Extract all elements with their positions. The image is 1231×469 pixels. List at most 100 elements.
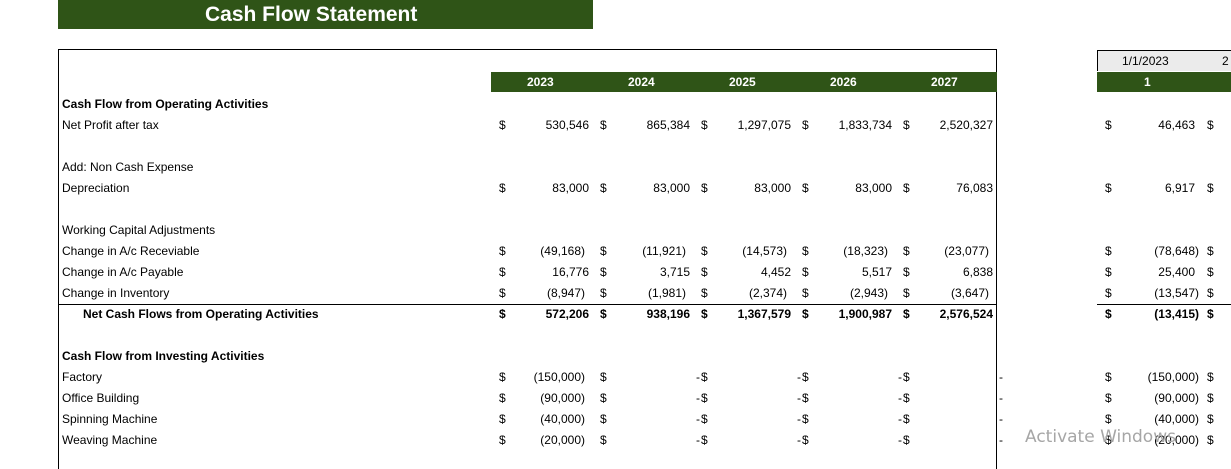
year-2023: 2023: [527, 75, 554, 89]
value-cell-2024[interactable]: -: [696, 412, 700, 426]
value-cell-2026[interactable]: (2,943): [849, 286, 888, 300]
value-cell-2024[interactable]: (11,921): [642, 244, 686, 258]
value-cell-2023[interactable]: (49,168): [540, 244, 585, 258]
value-cell-2025[interactable]: -: [797, 391, 801, 405]
value-cell-2025[interactable]: 83,000: [754, 181, 791, 195]
right-value-cell[interactable]: 25,400: [1158, 265, 1195, 279]
value-cell-2027[interactable]: 2,576,524: [939, 307, 993, 321]
value-cell-2024[interactable]: -: [696, 433, 700, 447]
value-cell-2027[interactable]: -: [999, 412, 1003, 426]
value-cell-2023[interactable]: (150,000): [533, 370, 585, 384]
currency-symbol: $: [499, 370, 506, 384]
value-cell-2027[interactable]: (3,647): [950, 286, 989, 300]
value-cell-2025[interactable]: (2,374): [748, 286, 787, 300]
row-label: Net Profit after tax: [62, 118, 159, 132]
row-label: Office Building: [62, 391, 140, 405]
right-value-cell[interactable]: (13,415): [1154, 307, 1199, 321]
year-2027: 2027: [931, 75, 958, 89]
year-2026: 2026: [830, 75, 857, 89]
currency-symbol: $: [499, 286, 506, 300]
currency-symbol: $: [600, 118, 607, 132]
value-cell-2023[interactable]: (20,000): [540, 433, 585, 447]
value-cell-2027[interactable]: -: [999, 370, 1003, 384]
value-cell-2024[interactable]: -: [696, 370, 700, 384]
value-cell-2024[interactable]: 938,196: [646, 307, 690, 321]
value-cell-2025[interactable]: (14,573): [742, 244, 787, 258]
right-currency-symbol: $: [1105, 391, 1112, 405]
value-cell-2026[interactable]: 5,517: [861, 265, 892, 279]
statement-row: Change in Inventory $ (8,947) $ (1,981) $ (2,3…: [0, 283, 1231, 304]
currency-symbol: $: [499, 307, 506, 321]
row-label: Working Capital Adjustments: [62, 223, 216, 237]
right-value-cell[interactable]: 6,917: [1164, 181, 1195, 195]
value-cell-2026[interactable]: -: [898, 433, 902, 447]
value-cell-2024[interactable]: 83,000: [653, 181, 690, 195]
currency-symbol: $: [701, 244, 708, 258]
currency-symbol: $: [499, 433, 506, 447]
currency-symbol: $: [600, 181, 607, 195]
statement-row: Add: Non Cash Expense: [0, 157, 1231, 178]
right-value-cell[interactable]: (13,547): [1154, 286, 1199, 300]
value-cell-2025[interactable]: 4,452: [760, 265, 791, 279]
value-cell-2025[interactable]: -: [797, 370, 801, 384]
value-cell-2026[interactable]: -: [898, 391, 902, 405]
value-cell-2025[interactable]: 1,367,579: [737, 307, 791, 321]
statement-row: Depreciation $83,000 $83,000 $83,000 $83,000…: [0, 178, 1231, 199]
right-value-cell[interactable]: (78,648): [1154, 244, 1199, 258]
value-cell-2027[interactable]: -: [999, 433, 1003, 447]
value-cell-2027[interactable]: -: [999, 391, 1003, 405]
statement-row: Factory $ (150,000) $ - $ - $ - $ - $ (150,000) $: [0, 367, 1231, 388]
right-value-cell[interactable]: (150,000): [1147, 370, 1199, 384]
value-cell-2024[interactable]: 865,384: [646, 118, 690, 132]
value-cell-2026[interactable]: -: [898, 412, 902, 426]
currency-symbol: $: [600, 433, 607, 447]
value-cell-2024[interactable]: (1,981): [647, 286, 686, 300]
value-cell-2023[interactable]: (8,947): [546, 286, 585, 300]
currency-symbol: $: [802, 286, 809, 300]
currency-symbol: $: [903, 286, 910, 300]
statement-frame: [58, 49, 997, 469]
value-cell-2024[interactable]: 3,715: [659, 265, 690, 279]
value-cell-2025[interactable]: -: [797, 433, 801, 447]
currency-symbol: $: [903, 307, 910, 321]
currency-symbol: $: [903, 391, 910, 405]
currency-symbol: $: [903, 181, 910, 195]
right-value-cell[interactable]: (90,000): [1154, 391, 1199, 405]
value-cell-2023[interactable]: (40,000): [540, 412, 585, 426]
right-currency-symbol: $: [1105, 181, 1112, 195]
right-currency-symbol-2: $: [1207, 391, 1214, 405]
value-cell-2024[interactable]: -: [696, 391, 700, 405]
value-cell-2023[interactable]: 16,776: [552, 265, 589, 279]
statement-row: Net Cash Flows from Operating Activities…: [0, 304, 1231, 325]
value-cell-2027[interactable]: (23,077): [944, 244, 989, 258]
value-cell-2023[interactable]: 83,000: [552, 181, 589, 195]
statement-row: Working Capital Adjustments: [0, 220, 1231, 241]
row-label: Weaving Machine: [62, 433, 158, 447]
value-cell-2027[interactable]: 6,838: [962, 265, 993, 279]
value-cell-2025[interactable]: -: [797, 412, 801, 426]
right-value-cell[interactable]: 46,463: [1158, 118, 1195, 132]
currency-symbol: $: [701, 307, 708, 321]
currency-symbol: $: [802, 244, 809, 258]
row-label: Cash Flow from Operating Activities: [62, 97, 269, 111]
value-cell-2027[interactable]: 76,083: [956, 181, 993, 195]
right-value-cell[interactable]: (40,000): [1154, 412, 1199, 426]
right-panel-date-row: 1/1/2023 2: [1097, 50, 1231, 71]
currency-symbol: $: [499, 391, 506, 405]
currency-symbol: $: [701, 391, 708, 405]
value-cell-2023[interactable]: 530,546: [545, 118, 589, 132]
value-cell-2023[interactable]: (90,000): [540, 391, 585, 405]
value-cell-2026[interactable]: 1,900,987: [838, 307, 892, 321]
row-label: Change in A/c Payable: [62, 265, 184, 279]
value-cell-2026[interactable]: 83,000: [855, 181, 892, 195]
value-cell-2026[interactable]: 1,833,734: [838, 118, 892, 132]
blank-row: [0, 136, 1231, 157]
currency-symbol: $: [499, 412, 506, 426]
value-cell-2025[interactable]: 1,297,075: [737, 118, 791, 132]
value-cell-2023[interactable]: 572,206: [545, 307, 589, 321]
currency-symbol: $: [802, 265, 809, 279]
right-value-cell[interactable]: (20,000): [1154, 433, 1199, 447]
value-cell-2027[interactable]: 2,520,327: [939, 118, 993, 132]
value-cell-2026[interactable]: (18,323): [843, 244, 888, 258]
value-cell-2026[interactable]: -: [898, 370, 902, 384]
